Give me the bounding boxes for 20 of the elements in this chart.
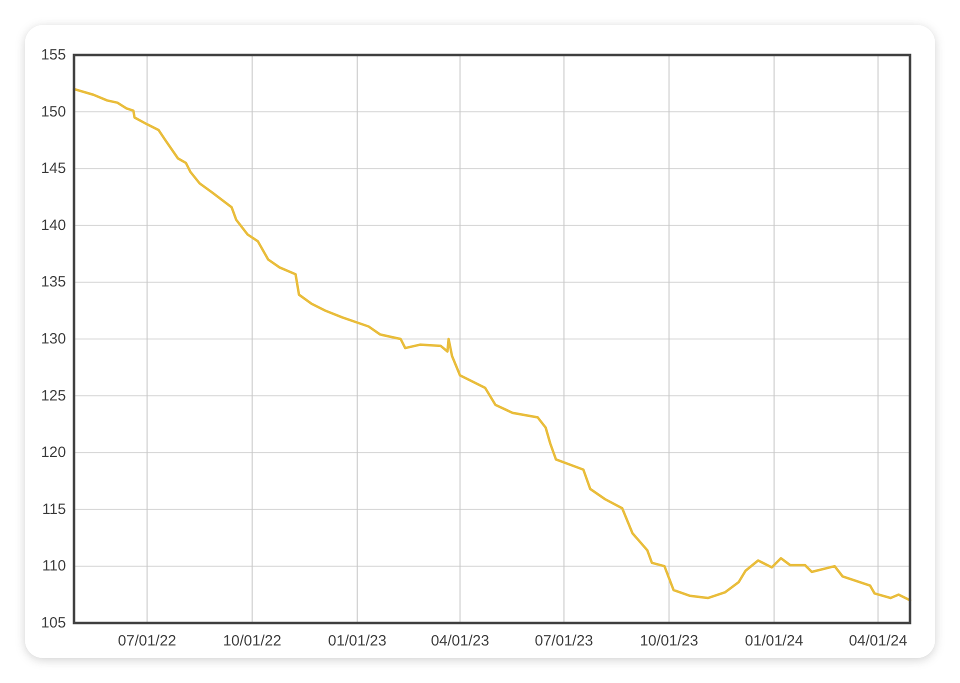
x-tick-label: 04/01/24: [848, 632, 908, 650]
x-tick-label: 10/01/23: [640, 632, 698, 650]
x-tick-label: 10/01/22: [222, 632, 282, 650]
x-tick-label: 01/01/23: [328, 632, 386, 650]
x-tick-label: 07/01/22: [118, 632, 176, 650]
y-tick-label: 135: [40, 274, 66, 291]
y-tick-label: 145: [40, 160, 66, 178]
y-tick-label: 140: [40, 216, 66, 234]
y-tick-label: 130: [40, 330, 66, 348]
y-tick-label: 115: [42, 500, 66, 518]
y-tick-label: 105: [40, 614, 66, 632]
y-tick-label: 150: [40, 103, 66, 120]
x-tick-label: 01/01/24: [744, 632, 804, 650]
x-tick-label: 07/01/23: [534, 632, 594, 650]
y-tick-label: 125: [40, 387, 66, 404]
y-tick-label: 110: [42, 558, 66, 575]
x-tick-label: 04/01/23: [430, 632, 490, 650]
y-tick-label: 120: [40, 444, 66, 462]
y-tick-label: 155: [40, 46, 66, 64]
line-series: [72, 88, 912, 602]
